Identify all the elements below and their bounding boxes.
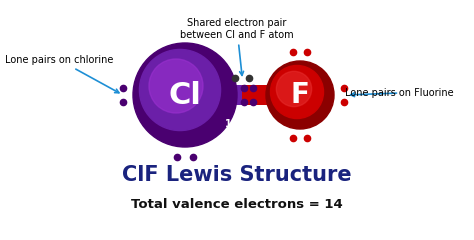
- Circle shape: [133, 43, 237, 147]
- Text: Total valence electrons = 14: Total valence electrons = 14: [131, 198, 343, 211]
- Text: Lone pairs on Fluorine: Lone pairs on Fluorine: [345, 88, 454, 98]
- Text: ClF Lewis Structure: ClF Lewis Structure: [122, 165, 352, 185]
- Text: F: F: [291, 81, 310, 109]
- Text: Shared electron pair
between Cl and F atom: Shared electron pair between Cl and F at…: [180, 18, 294, 75]
- Circle shape: [271, 66, 324, 119]
- Text: Lone pairs on chlorine: Lone pairs on chlorine: [5, 55, 119, 93]
- Circle shape: [139, 49, 220, 131]
- Text: Cl: Cl: [169, 80, 201, 109]
- Circle shape: [149, 59, 203, 113]
- Circle shape: [266, 61, 334, 129]
- Text: 1.62 Å: 1.62 Å: [225, 119, 260, 129]
- Bar: [234, 85, 243, 105]
- Bar: [243, 85, 269, 105]
- Circle shape: [276, 71, 312, 107]
